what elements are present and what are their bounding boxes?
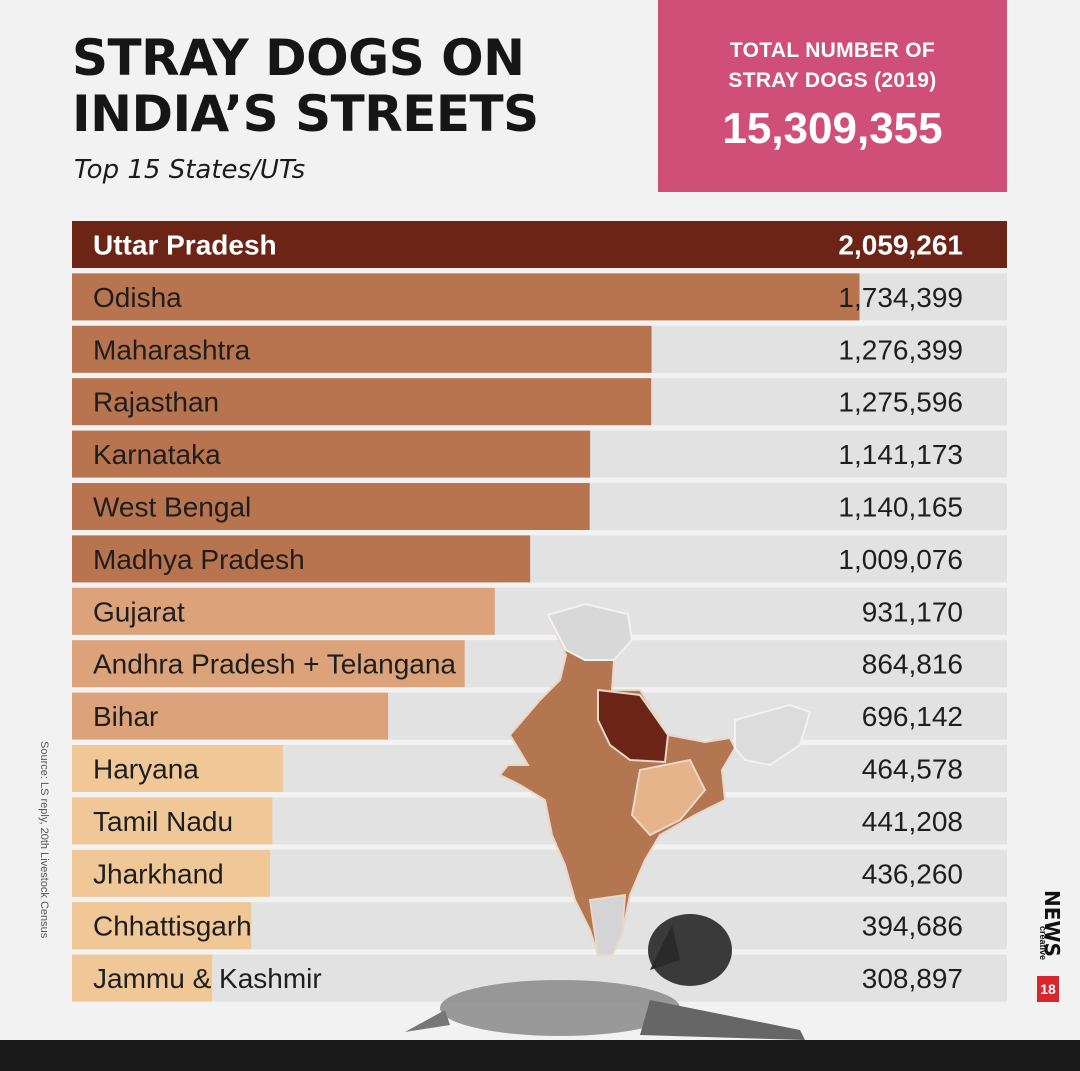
category-label: Uttar Pradesh — [93, 230, 277, 261]
source-note: Source: LS reply, 20th Livestock Census — [38, 741, 50, 939]
central-east-region — [630, 758, 707, 837]
bar — [72, 535, 531, 583]
india-map-illustration — [498, 602, 812, 956]
dog-tail — [405, 1010, 450, 1032]
bar — [72, 692, 389, 740]
jammu-kashmir-region — [546, 602, 634, 661]
category-label: Andhra Pradesh + Telangana — [93, 649, 456, 680]
value-label: 1,276,399 — [838, 334, 963, 365]
title-line-1: STRAY DOGS ON — [72, 29, 525, 87]
bar — [72, 273, 860, 321]
bar — [72, 325, 652, 373]
dog-illustration — [405, 914, 805, 1040]
dog-ear — [650, 925, 680, 970]
category-label: Karnataka — [93, 439, 221, 470]
category-label: Chhattisgarh — [93, 911, 252, 942]
category-label: West Bengal — [93, 492, 251, 523]
category-label: Haryana — [93, 754, 199, 785]
uttar-pradesh-region — [597, 688, 670, 764]
bar — [72, 745, 283, 792]
category-label: Odisha — [93, 282, 182, 313]
value-label: 394,686 — [862, 911, 963, 942]
value-label: 864,816 — [862, 649, 963, 680]
value-label: 1,734,399 — [838, 282, 963, 313]
bar — [72, 902, 252, 950]
value-label: 1,009,076 — [838, 544, 963, 575]
dog-body — [440, 980, 680, 1036]
value-label: 2,059,261 — [838, 230, 963, 261]
value-label: 308,897 — [862, 963, 963, 994]
chart-title: STRAY DOGS ON INDIA’S STREETS — [72, 30, 539, 142]
value-label: 696,142 — [862, 701, 963, 732]
bar — [72, 640, 465, 688]
category-label: Bihar — [93, 701, 158, 732]
category-label: Tamil Nadu — [93, 806, 233, 837]
chart-subtitle: Top 15 States/UTs — [74, 155, 306, 185]
value-label: 1,275,596 — [838, 387, 963, 418]
total-label-line-1: TOTAL NUMBER OF — [729, 39, 936, 62]
footer-bar — [0, 1040, 1080, 1071]
total-value: 15,309,355 — [722, 104, 943, 153]
logo-subtext: creative — [1038, 926, 1048, 961]
bar — [72, 954, 213, 1002]
value-label: 1,141,173 — [838, 439, 963, 470]
northeast-region — [734, 703, 812, 767]
bar — [72, 378, 652, 426]
southern-tip-region — [588, 893, 627, 956]
category-label: Maharashtra — [93, 334, 251, 365]
category-label: Rajasthan — [93, 387, 219, 418]
news18-logo: NEWS creative 18 — [1034, 890, 1064, 1010]
total-label-line-2: STRAY DOGS (2019) — [728, 69, 937, 92]
total-label: TOTAL NUMBER OF STRAY DOGS (2019) — [658, 36, 1007, 96]
bar — [72, 430, 591, 478]
value-label: 931,170 — [862, 596, 963, 627]
bar-chart: Uttar Pradesh Odisha Maharashtra Rajasthan K… — [72, 221, 1007, 1040]
value-label: 436,260 — [862, 858, 963, 889]
title-line-2: INDIA’S STREETS — [72, 85, 539, 143]
category-label: Madhya Pradesh — [93, 544, 305, 575]
value-label: 1,140,165 — [838, 492, 963, 523]
bar — [72, 849, 271, 897]
dog-legs — [640, 1000, 805, 1040]
india-map-outline — [498, 602, 737, 956]
total-box: TOTAL NUMBER OF STRAY DOGS (2019) 15,309… — [658, 0, 1007, 192]
category-label: Jharkhand — [93, 858, 224, 889]
bar — [72, 483, 590, 530]
bar — [72, 797, 273, 845]
value-label: 464,578 — [862, 754, 963, 785]
category-label: Jammu & Kashmir — [93, 963, 322, 994]
bar — [72, 221, 1007, 268]
category-label: Gujarat — [93, 596, 185, 627]
logo-badge: 18 — [1037, 976, 1059, 1002]
value-label: 441,208 — [862, 806, 963, 837]
bar — [72, 587, 495, 635]
